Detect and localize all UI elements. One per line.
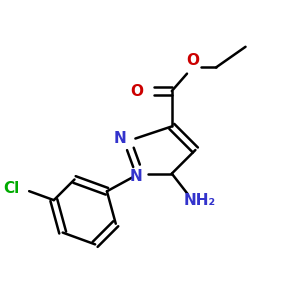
Text: N: N <box>130 169 143 184</box>
Text: O: O <box>130 83 143 98</box>
Text: O: O <box>186 52 199 68</box>
Text: NH₂: NH₂ <box>184 193 216 208</box>
Text: Cl: Cl <box>3 181 19 196</box>
Text: N: N <box>114 131 127 146</box>
